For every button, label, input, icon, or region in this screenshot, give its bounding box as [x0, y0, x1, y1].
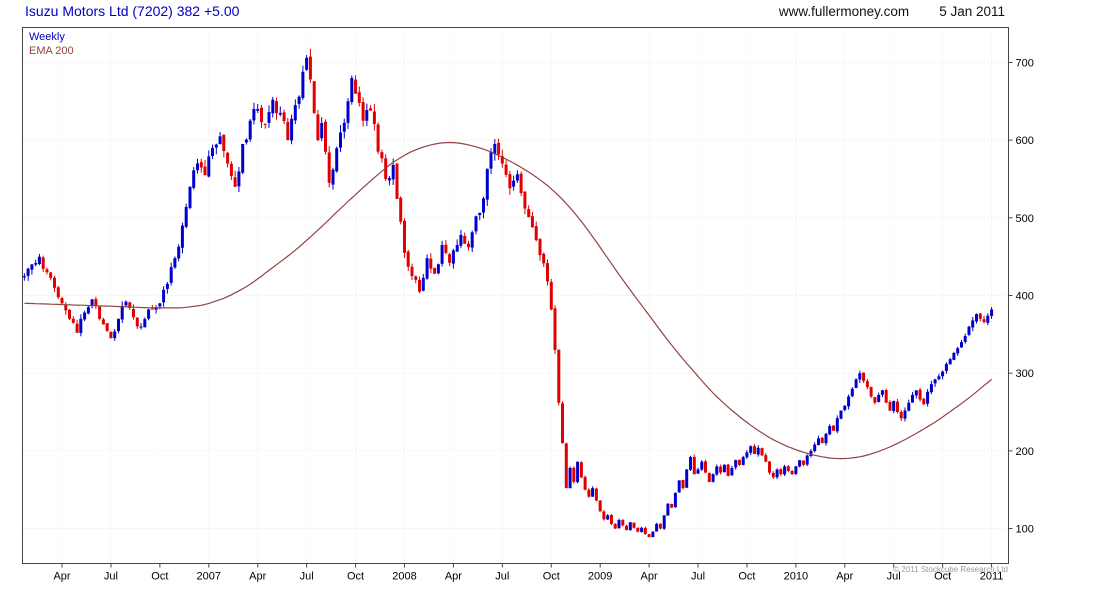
y-axis-label: 500 [1016, 213, 1034, 225]
x-axis-label: Jul [300, 571, 314, 583]
header-right: www.fullermoney.com 5 Jan 2011 [779, 4, 1005, 19]
copyright-notice: © 2011 Stockcube Research Ltd [893, 565, 1008, 574]
chart-legend: Weekly EMA 200 [29, 30, 74, 58]
x-axis-label: Oct [934, 571, 951, 583]
x-axis-label: 2007 [197, 571, 221, 583]
y-axis-label: 300 [1016, 368, 1034, 380]
candlestick-series [22, 48, 994, 538]
x-axis-label: Apr [249, 571, 266, 583]
x-axis-label: Jul [495, 571, 509, 583]
x-axis-label: Oct [543, 571, 560, 583]
ema-line [24, 141, 992, 460]
x-axis-label: Apr [836, 571, 853, 583]
legend-weekly: Weekly [29, 31, 65, 43]
x-axis-label: 2009 [588, 571, 612, 583]
x-axis-label: Apr [53, 571, 70, 583]
x-axis-label: Apr [445, 571, 462, 583]
y-axis-label: 400 [1016, 291, 1034, 303]
website-link: www.fullermoney.com [778, 4, 910, 19]
x-axis-label: 2010 [784, 571, 808, 583]
x-axis-label: 2008 [392, 571, 416, 583]
x-axis-label: Oct [151, 571, 168, 583]
grid-lines [23, 28, 1008, 563]
legend-ema: EMA 200 [29, 45, 74, 57]
y-axis-label: 600 [1016, 135, 1034, 147]
chart-date: 5 Jan 2011 [939, 4, 1005, 19]
x-axis-label: Jul [104, 571, 118, 583]
x-axis-labels: Apr Jul Oct 2007 Apr Jul Oct 2008 Apr Jul Oct 2009 A… [53, 563, 1004, 583]
x-axis-label: Apr [641, 571, 658, 583]
y-axis-labels: 100 200 300 400 500 600 700 [1008, 57, 1034, 536]
y-axis-label: 200 [1016, 446, 1034, 458]
x-axis-label: Oct [738, 571, 755, 583]
page-title: Isuzu Motors Ltd (7202) 382 +5.00 [25, 3, 240, 19]
x-axis-label: Oct [347, 571, 364, 583]
y-axis-label: 700 [1016, 57, 1034, 69]
x-axis-label: Jul [887, 571, 901, 583]
y-axis-label: 100 [1016, 524, 1034, 536]
x-axis-label: 2011 [980, 571, 1004, 583]
x-axis-label: Jul [691, 571, 705, 583]
